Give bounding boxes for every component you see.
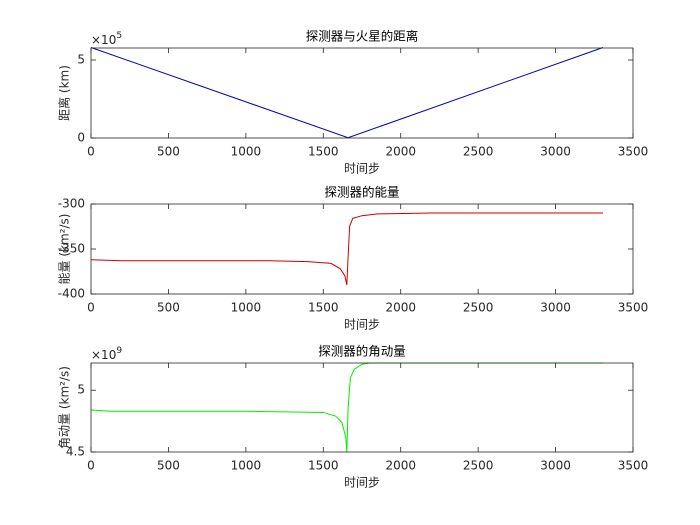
y-tick-label: 4.5 bbox=[66, 445, 85, 459]
x-tick-label: 1000 bbox=[231, 145, 262, 159]
x-tick-label: 500 bbox=[157, 145, 180, 159]
chart-title: 探测器的能量 bbox=[324, 185, 399, 200]
y-multiplier: ×105 bbox=[91, 31, 122, 47]
x-tick-label: 2000 bbox=[385, 145, 416, 159]
x-tick-label: 1000 bbox=[231, 301, 262, 315]
y-axis-label: 角动量 (km²/s) bbox=[58, 366, 72, 449]
y-tick-label: 5 bbox=[77, 383, 85, 397]
x-tick-label: 2500 bbox=[463, 459, 494, 473]
axes-box bbox=[90, 362, 634, 453]
y-tick-label: -400 bbox=[58, 287, 85, 301]
x-tick-label: 3500 bbox=[618, 459, 649, 473]
x-tick-label: 3000 bbox=[540, 145, 571, 159]
chart-title: 探测器与火星的距离 bbox=[306, 29, 419, 44]
data-line bbox=[90, 362, 603, 453]
chart-title: 探测器的角动量 bbox=[318, 344, 406, 359]
x-tick-label: 2000 bbox=[385, 301, 416, 315]
y-tick-label: 0 bbox=[77, 131, 85, 145]
plot-area bbox=[91, 204, 633, 294]
y-axis-label: 距离 (km) bbox=[57, 65, 72, 121]
y-tick-label: 5 bbox=[77, 53, 85, 67]
y-multiplier: ×109 bbox=[91, 346, 122, 362]
x-tick-label: 0 bbox=[87, 145, 95, 159]
multiplier-base: ×10 bbox=[91, 348, 116, 362]
x-tick-label: 0 bbox=[87, 301, 95, 315]
x-tick-label: 1500 bbox=[308, 301, 339, 315]
plot-area bbox=[91, 48, 633, 138]
x-tick-label: 3500 bbox=[618, 145, 649, 159]
x-tick-label: 500 bbox=[157, 301, 180, 315]
x-tick-label: 3500 bbox=[618, 301, 649, 315]
data-line bbox=[90, 212, 603, 286]
x-tick-label: 1000 bbox=[231, 459, 262, 473]
y-axis-label: 能量 (km²/s) bbox=[58, 214, 72, 285]
y-tick-label: -350 bbox=[58, 242, 85, 256]
multiplier-base: ×10 bbox=[91, 33, 116, 47]
x-tick-label: 0 bbox=[87, 459, 95, 473]
x-tick-label: 2000 bbox=[385, 459, 416, 473]
multiplier-exponent: 9 bbox=[116, 346, 122, 356]
x-tick-label: 3000 bbox=[540, 301, 571, 315]
x-axis-label: 时间步 bbox=[344, 162, 380, 176]
x-tick-label: 2500 bbox=[463, 145, 494, 159]
x-tick-label: 2500 bbox=[463, 301, 494, 315]
multiplier-exponent: 5 bbox=[116, 31, 122, 41]
x-axis-label: 时间步 bbox=[344, 476, 380, 490]
x-tick-label: 1500 bbox=[308, 459, 339, 473]
x-tick-label: 500 bbox=[157, 459, 180, 473]
plot-area bbox=[91, 363, 633, 452]
axes-box bbox=[90, 47, 634, 139]
x-tick-label: 1500 bbox=[308, 145, 339, 159]
x-tick-label: 3000 bbox=[540, 459, 571, 473]
y-tick-label: -300 bbox=[58, 197, 85, 211]
x-axis-label: 时间步 bbox=[344, 318, 380, 332]
